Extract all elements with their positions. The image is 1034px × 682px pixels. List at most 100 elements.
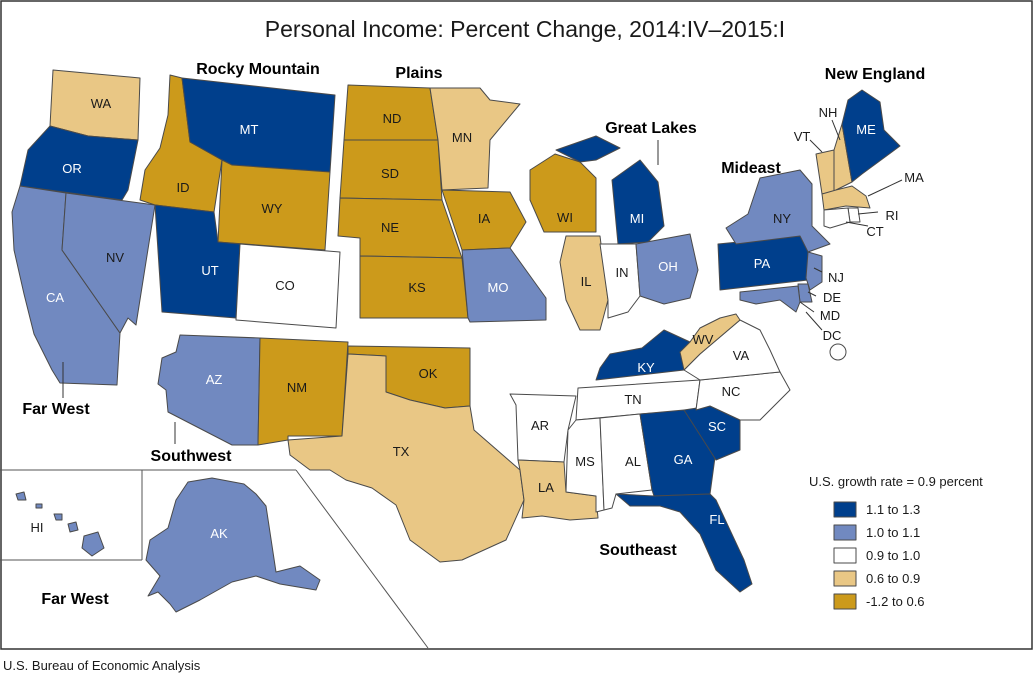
- states-layer: [11, 69, 901, 613]
- region-southeast: Southeast: [599, 542, 677, 559]
- label-MI: MI: [630, 211, 644, 226]
- label-NV: NV: [106, 250, 124, 265]
- state-FL[interactable]: [615, 493, 753, 593]
- label-ND: ND: [383, 111, 402, 126]
- label-UT: UT: [201, 263, 218, 278]
- label-CT: CT: [866, 224, 883, 239]
- state-CT[interactable]: [823, 207, 851, 229]
- label-SD: SD: [381, 166, 399, 181]
- legend-label-3: 0.9 to 1.0: [866, 548, 920, 563]
- label-AK: AK: [210, 526, 228, 541]
- label-RI: RI: [886, 208, 899, 223]
- label-NM: NM: [287, 380, 307, 395]
- label-MO: MO: [488, 280, 509, 295]
- label-KS: KS: [408, 280, 426, 295]
- label-PA: PA: [754, 256, 771, 271]
- legend-swatch-5: [833, 593, 857, 610]
- state-WI[interactable]: [529, 153, 597, 233]
- legend-item-2: 1.0 to 1.1: [833, 524, 920, 541]
- label-OK: OK: [419, 366, 438, 381]
- legend-swatch-2: [833, 524, 857, 541]
- label-MS: MS: [575, 454, 595, 469]
- legend-item-4: 0.6 to 0.9: [833, 570, 920, 587]
- legend-swatch-4: [833, 570, 857, 587]
- state-labels: WA OR CA NV ID MT WY UT CO AZ NM ND SD N…: [31, 96, 925, 541]
- state-TX[interactable]: [287, 353, 525, 563]
- label-NH: NH: [819, 105, 838, 120]
- legend-label-5: -1.2 to 0.6: [866, 594, 925, 609]
- state-IA[interactable]: [441, 189, 527, 251]
- state-KY[interactable]: [595, 329, 691, 381]
- state-NC[interactable]: [695, 371, 791, 421]
- label-MA: MA: [904, 170, 924, 185]
- label-AL: AL: [625, 454, 641, 469]
- region-plains: Plains: [395, 65, 442, 82]
- label-OR: OR: [62, 161, 82, 176]
- label-IL: IL: [581, 274, 592, 289]
- state-NJ[interactable]: [805, 251, 823, 291]
- label-CO: CO: [275, 278, 295, 293]
- region-rocky-mountain: Rocky Mountain: [196, 61, 320, 78]
- label-LA: LA: [538, 480, 554, 495]
- label-IA: IA: [478, 211, 491, 226]
- inset-border-diagonal: [295, 469, 429, 649]
- label-NE: NE: [381, 220, 399, 235]
- state-WY[interactable]: [217, 159, 331, 251]
- legend-item-3: 0.9 to 1.0: [833, 547, 920, 564]
- legend-swatch-1: [833, 501, 857, 518]
- label-FL: FL: [709, 512, 724, 527]
- label-ID: ID: [177, 180, 190, 195]
- label-VT: VT: [794, 129, 811, 144]
- region-southwest: Southwest: [151, 448, 233, 465]
- label-HI: HI: [31, 520, 44, 535]
- label-OH: OH: [658, 259, 678, 274]
- label-WI: WI: [557, 210, 573, 225]
- legend-heading: U.S. growth rate = 0.9 percent: [809, 474, 983, 489]
- source-credit: U.S. Bureau of Economic Analysis: [3, 658, 201, 673]
- region-far-west-1: Far West: [22, 401, 90, 418]
- legend-label-2: 1.0 to 1.1: [866, 525, 920, 540]
- label-ME: ME: [856, 122, 876, 137]
- label-MN: MN: [452, 130, 472, 145]
- region-great-lakes: Great Lakes: [605, 120, 697, 137]
- label-WA: WA: [91, 96, 112, 111]
- region-far-west-2: Far West: [41, 591, 109, 608]
- state-NM[interactable]: [257, 337, 349, 446]
- map-title: Personal Income: Percent Change, 2014:IV…: [265, 16, 785, 42]
- state-NH[interactable]: [833, 123, 853, 193]
- state-OH[interactable]: [635, 233, 699, 305]
- label-CA: CA: [46, 290, 64, 305]
- state-MD[interactable]: [739, 285, 801, 313]
- label-KY: KY: [637, 360, 655, 375]
- state-ME[interactable]: [841, 89, 901, 183]
- legend-swatch-3: [833, 547, 857, 564]
- label-AR: AR: [531, 418, 549, 433]
- legend-item-1: 1.1 to 1.3: [833, 501, 920, 518]
- state-MN[interactable]: [429, 87, 521, 191]
- state-CO[interactable]: [235, 243, 341, 329]
- state-DC[interactable]: [829, 343, 847, 361]
- state-LA[interactable]: [517, 459, 599, 521]
- label-SC: SC: [708, 419, 726, 434]
- state-AK[interactable]: [145, 477, 321, 613]
- label-NJ: NJ: [828, 270, 844, 285]
- state-NY[interactable]: [725, 169, 831, 253]
- label-MT: MT: [240, 122, 259, 137]
- state-MO[interactable]: [461, 247, 547, 323]
- state-OR[interactable]: [19, 125, 139, 201]
- legend: U.S. growth rate = 0.9 percent 1.1 to 1.…: [809, 474, 983, 610]
- state-HI[interactable]: [15, 491, 105, 557]
- label-DE: DE: [823, 290, 841, 305]
- label-NY: NY: [773, 211, 791, 226]
- leader-lines: [62, 119, 903, 444]
- region-mideast: Mideast: [721, 160, 781, 177]
- label-DC: DC: [823, 328, 842, 343]
- state-WV[interactable]: [679, 313, 741, 371]
- label-VA: VA: [733, 348, 750, 363]
- region-labels: Rocky Mountain Plains Great Lakes New En…: [22, 61, 925, 608]
- region-new-england: New England: [825, 66, 925, 83]
- label-IN: IN: [616, 265, 629, 280]
- label-WV: WV: [693, 332, 714, 347]
